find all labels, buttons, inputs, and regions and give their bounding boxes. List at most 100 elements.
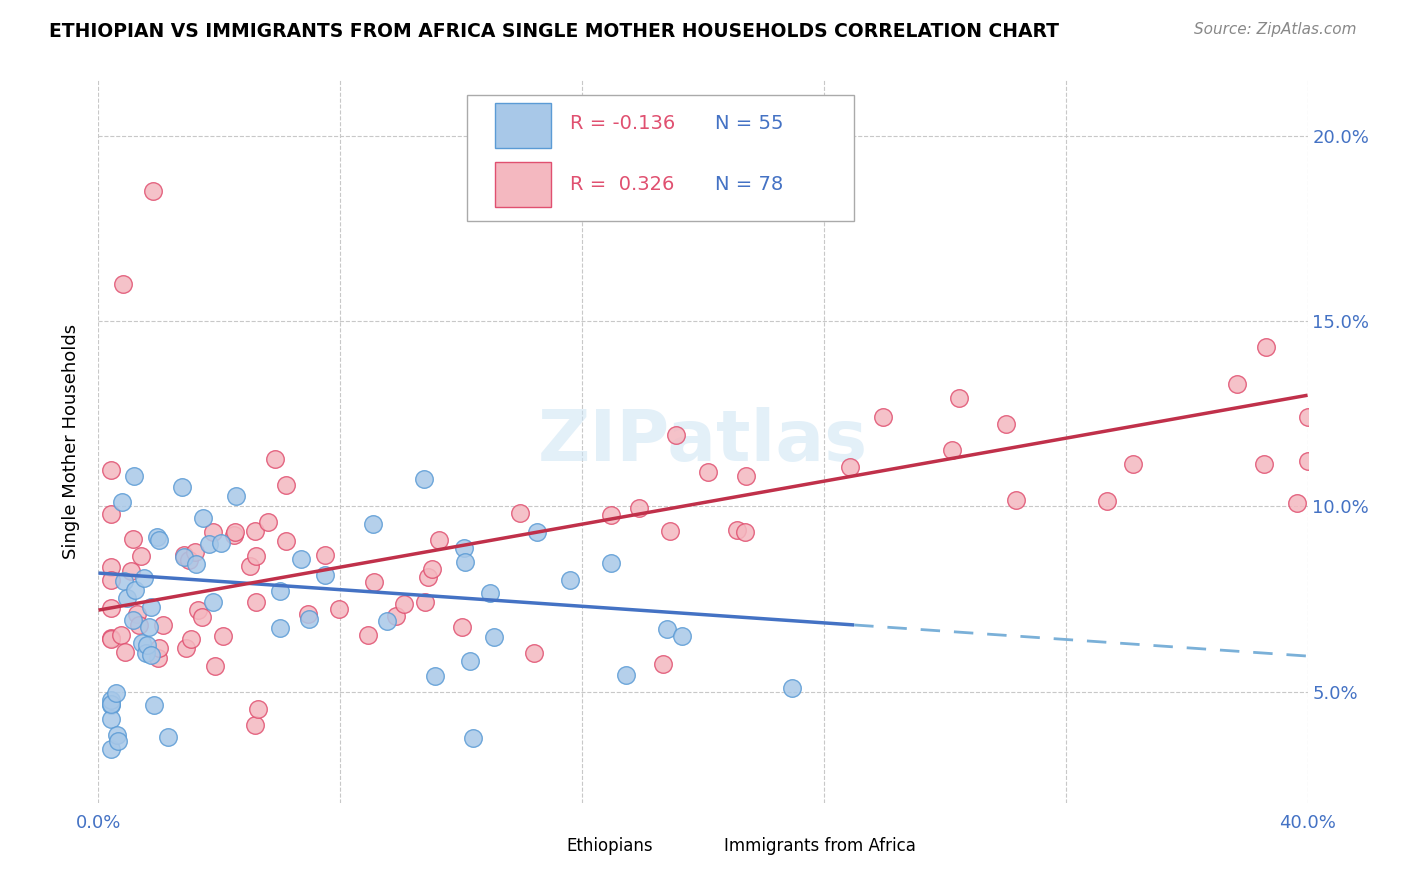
Point	[420, 561, 443, 575]
Point	[136, 638, 159, 652]
Point	[453, 541, 475, 556]
Point	[174, 641, 197, 656]
Text: ZIPatlas: ZIPatlas	[538, 407, 868, 476]
Point	[243, 718, 266, 732]
Point	[107, 734, 129, 748]
Point	[139, 648, 162, 662]
Point	[627, 501, 650, 516]
Point	[256, 515, 278, 529]
Point	[725, 523, 748, 537]
Point	[146, 530, 169, 544]
Point	[734, 524, 756, 539]
Point	[652, 657, 675, 672]
Point	[115, 591, 138, 606]
Point	[418, 570, 440, 584]
Point	[224, 524, 246, 539]
Point	[523, 646, 546, 660]
Point	[734, 468, 756, 483]
Point	[120, 564, 142, 578]
Point	[156, 730, 179, 744]
Point	[100, 693, 122, 707]
Point	[111, 277, 134, 291]
Point	[458, 655, 481, 669]
Point	[114, 645, 136, 659]
Point	[100, 463, 122, 477]
Point	[180, 632, 202, 646]
Point	[110, 628, 132, 642]
Point	[1226, 376, 1249, 391]
Point	[177, 553, 200, 567]
Point	[1095, 494, 1118, 508]
FancyBboxPatch shape	[467, 95, 855, 221]
Point	[173, 548, 195, 562]
Point	[1254, 340, 1277, 354]
Point	[509, 506, 531, 520]
Point	[461, 731, 484, 745]
Point	[948, 392, 970, 406]
Point	[665, 427, 688, 442]
Point	[394, 597, 416, 611]
Point	[454, 555, 477, 569]
Point	[100, 508, 122, 522]
Point	[276, 533, 298, 548]
Point	[127, 607, 149, 621]
Point	[187, 603, 209, 617]
Point	[184, 557, 207, 571]
Point	[100, 632, 122, 647]
Point	[100, 601, 122, 615]
Point	[1005, 492, 1028, 507]
Text: ETHIOPIAN VS IMMIGRANTS FROM AFRICA SINGLE MOTHER HOUSEHOLDS CORRELATION CHART: ETHIOPIAN VS IMMIGRANTS FROM AFRICA SING…	[49, 22, 1059, 41]
Point	[128, 617, 150, 632]
Point	[412, 472, 434, 486]
Point	[600, 508, 623, 522]
Point	[1286, 496, 1309, 510]
Point	[131, 635, 153, 649]
Point	[247, 702, 270, 716]
Point	[427, 533, 450, 547]
Point	[375, 614, 398, 628]
Point	[526, 524, 548, 539]
Point	[222, 527, 245, 541]
Point	[1253, 458, 1275, 472]
Point	[201, 595, 224, 609]
Point	[239, 559, 262, 574]
Text: Ethiopians: Ethiopians	[567, 838, 652, 855]
Point	[314, 568, 336, 582]
Point	[600, 556, 623, 570]
Point	[245, 524, 267, 539]
Point	[245, 549, 267, 563]
Point	[297, 607, 319, 622]
Point	[1296, 409, 1319, 424]
Point	[100, 697, 122, 711]
FancyBboxPatch shape	[495, 162, 551, 207]
Point	[1296, 454, 1319, 468]
Y-axis label: Single Mother Households: Single Mother Households	[62, 324, 80, 559]
Point	[139, 599, 162, 614]
Point	[112, 574, 135, 588]
Point	[122, 532, 145, 546]
Point	[361, 516, 384, 531]
Point	[184, 545, 207, 559]
Point	[100, 712, 122, 726]
Point	[198, 537, 221, 551]
Point	[152, 617, 174, 632]
Point	[276, 478, 298, 492]
Point	[290, 551, 312, 566]
Point	[100, 559, 122, 574]
Point	[696, 465, 718, 479]
Point	[129, 549, 152, 564]
Point	[190, 610, 212, 624]
Point	[124, 583, 146, 598]
FancyBboxPatch shape	[689, 834, 720, 858]
Point	[659, 524, 682, 538]
Text: R = -0.136: R = -0.136	[569, 114, 675, 133]
Point	[269, 584, 291, 599]
Point	[872, 410, 894, 425]
Point	[105, 728, 128, 742]
Point	[204, 658, 226, 673]
Point	[484, 630, 506, 644]
Text: Immigrants from Africa: Immigrants from Africa	[724, 838, 915, 855]
Point	[135, 646, 157, 660]
Point	[148, 640, 170, 655]
Point	[225, 490, 247, 504]
